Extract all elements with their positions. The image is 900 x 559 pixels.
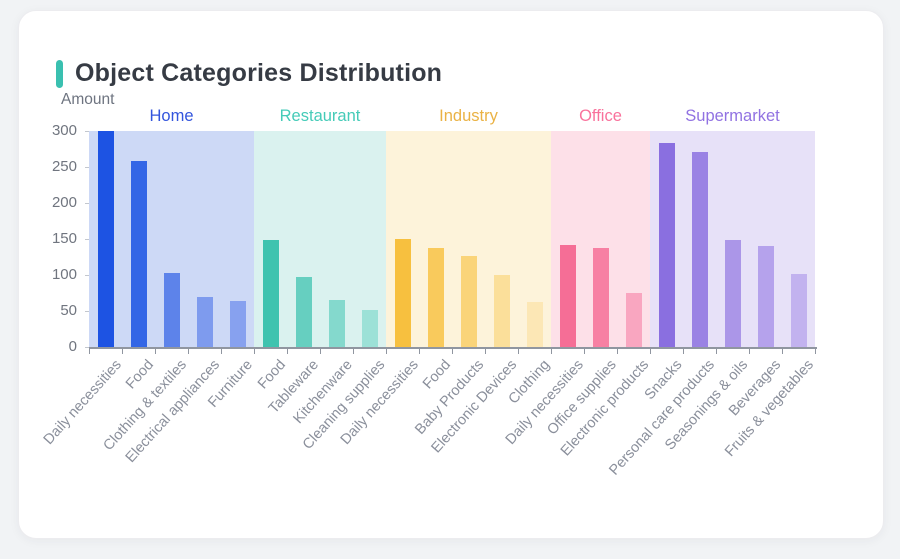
bar-seasonings-oils[interactable] (724, 240, 741, 347)
bar-food[interactable] (427, 247, 444, 347)
x-axis-tick (716, 348, 717, 354)
group-label-office: Office (579, 107, 622, 125)
page-title: Object Categories Distribution (75, 59, 443, 87)
y-tick-label: 150 (51, 230, 77, 247)
y-axis-title: Amount (61, 91, 115, 108)
bar-electronic-devices[interactable] (493, 275, 510, 347)
chart-header: Object Categories Distribution (56, 59, 442, 88)
y-tick-label: 250 (51, 158, 77, 175)
y-tick-mark (85, 131, 89, 132)
bar-fruits-vegetables[interactable] (790, 274, 807, 347)
x-axis-tick (815, 348, 816, 354)
bar-tableware[interactable] (295, 277, 312, 347)
x-axis-tick (551, 348, 552, 354)
x-axis-tick (419, 348, 420, 354)
x-axis-tick (386, 348, 387, 354)
bar-beverages[interactable] (757, 246, 774, 347)
x-axis-tick (287, 348, 288, 354)
x-axis-tick (518, 348, 519, 354)
bar-office-supplies[interactable] (592, 247, 609, 347)
x-axis-tick (353, 348, 354, 354)
group-label-home: Home (149, 107, 194, 125)
bar-cleaning-supplies[interactable] (361, 310, 378, 347)
x-axis-tick (122, 348, 123, 354)
y-tick-mark (85, 203, 89, 204)
bar-daily-necessities[interactable] (559, 244, 576, 347)
y-tick-label: 200 (51, 194, 77, 211)
bar-daily-necessities[interactable] (394, 239, 411, 347)
group-label-supermarket: Supermarket (685, 107, 780, 125)
x-axis-tick (221, 348, 222, 354)
x-axis-tick (155, 348, 156, 354)
bar-clothing-textiles[interactable] (163, 272, 180, 347)
title-accent-bar (56, 59, 63, 88)
x-axis-tick (782, 348, 783, 354)
y-tick-label: 0 (68, 338, 77, 355)
chart-card: Object Categories Distribution Amount 0 5… (18, 10, 884, 539)
x-axis-tick (749, 348, 750, 354)
bar-clothing[interactable] (526, 301, 543, 347)
bar-chart: 0 50 100 150 200 250 300 Home Daily necessities F… (19, 11, 883, 538)
bar-electrical-appliances[interactable] (196, 297, 213, 347)
bar-furniture[interactable] (229, 300, 246, 347)
x-axis-tick (650, 348, 651, 354)
y-tick-label: 100 (51, 266, 77, 283)
x-axis-tick (584, 348, 585, 354)
x-axis-tick (617, 348, 618, 354)
y-tick-label: 50 (60, 302, 77, 319)
bar-daily-necessities[interactable] (97, 131, 114, 347)
x-axis-tick (485, 348, 486, 354)
x-axis-tick (320, 348, 321, 354)
y-tick-mark (85, 275, 89, 276)
bar-food[interactable] (130, 161, 147, 347)
x-axis-line (89, 347, 817, 349)
x-axis-tick (683, 348, 684, 354)
bar-baby-products[interactable] (460, 256, 477, 347)
bar-kitchenware[interactable] (328, 300, 345, 347)
bar-personal-care-products[interactable] (691, 151, 708, 347)
bar-snacks[interactable] (658, 142, 675, 347)
x-axis-tick (254, 348, 255, 354)
y-tick-mark (85, 239, 89, 240)
y-tick-mark (85, 167, 89, 168)
y-tick-label: 300 (51, 122, 77, 139)
y-tick-mark (85, 311, 89, 312)
x-axis-tick (452, 348, 453, 354)
x-axis-tick (188, 348, 189, 354)
x-axis-tick (89, 348, 90, 354)
bar-electronic-products[interactable] (625, 293, 642, 347)
group-label-restaurant: Restaurant (279, 107, 361, 125)
group-label-industry: Industry (439, 107, 498, 125)
y-tick-mark (85, 347, 89, 348)
bar-food[interactable] (262, 240, 279, 347)
